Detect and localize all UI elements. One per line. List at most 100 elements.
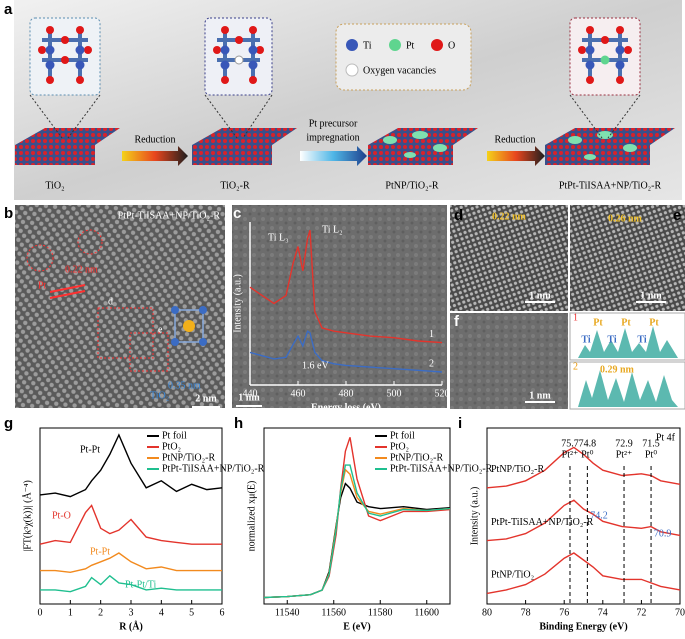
series-line bbox=[249, 330, 443, 373]
arrow-label: Reduction bbox=[134, 134, 175, 145]
sample-label: PtPt-TiISAA+NP/TiO₂-R bbox=[491, 517, 594, 528]
series-line bbox=[486, 446, 681, 489]
unit-cell bbox=[171, 306, 207, 346]
series-line bbox=[263, 468, 451, 599]
x-tick-label: 0 bbox=[38, 607, 43, 618]
annotation: Pt-Pt bbox=[80, 444, 100, 455]
x-tick-label: 2 bbox=[98, 607, 103, 618]
annotation: 0.22 nm bbox=[492, 211, 527, 222]
series-line bbox=[263, 482, 451, 599]
highlights bbox=[26, 229, 169, 372]
x-tick-label: 500 bbox=[387, 388, 402, 399]
haadf-image bbox=[450, 313, 568, 409]
series-line bbox=[263, 464, 451, 599]
plot-frame bbox=[263, 427, 451, 605]
arrows bbox=[122, 146, 545, 166]
panel-letter: g bbox=[4, 415, 13, 432]
shifted-peak-value: 74.2 bbox=[590, 510, 608, 521]
annotation: 0.22 nm bbox=[65, 264, 98, 275]
panel-letter: c bbox=[233, 205, 241, 222]
series-line bbox=[39, 504, 222, 545]
x-tick-label: 11600 bbox=[414, 607, 439, 618]
legend-label: Pt foil bbox=[390, 430, 415, 441]
legend-label: PtPt-TiISAA+NP/TiO₂-R bbox=[390, 463, 493, 474]
legend-label: PtPt-TiISAA+NP/TiO₂-R bbox=[162, 463, 265, 474]
sample-label: TiO₂-R bbox=[220, 180, 250, 191]
slab bbox=[15, 128, 120, 165]
y-axis-label: normalized xμ(E) bbox=[246, 481, 257, 552]
y-axis-label: Intensity (a.u.) bbox=[232, 274, 243, 333]
x-tick-label: 80 bbox=[482, 607, 492, 618]
sample-label: PtNP/TiO₂-R bbox=[491, 464, 544, 475]
x-tick-label: 11560 bbox=[321, 607, 346, 618]
legend-label: PtNP/TiO₂-R bbox=[162, 452, 215, 463]
x-tick-label: 1 bbox=[68, 607, 73, 618]
series-line bbox=[40, 574, 222, 593]
x-tick-label: 78 bbox=[521, 607, 531, 618]
scale-label: 1 nm bbox=[238, 392, 260, 403]
x-tick-label: 70 bbox=[675, 607, 685, 618]
legend-label: Ti bbox=[363, 40, 372, 51]
panel-letter: f bbox=[454, 313, 460, 330]
peak-value: 72.9 bbox=[615, 438, 633, 449]
series-line bbox=[249, 230, 443, 344]
profile-index: 1 bbox=[573, 312, 578, 323]
panel-title: PtPt-TiISAA+NP/TiO₂-R bbox=[118, 210, 221, 221]
eels-background bbox=[232, 205, 447, 408]
legend-a: Ti Pt O Oxygen vacancies bbox=[335, 23, 472, 91]
peak-species: Pt²⁺ bbox=[562, 449, 579, 460]
profile-label: Pt bbox=[621, 317, 631, 328]
legend-label: Oxygen vacancies bbox=[363, 65, 436, 76]
annotation: Pt bbox=[38, 280, 47, 291]
x-tick-label: 4 bbox=[159, 607, 164, 618]
annotation: 0.26 nm bbox=[608, 213, 643, 224]
y-axis-label: |FT(k³χ(k))| (Å⁻⁴) bbox=[21, 480, 33, 552]
annotation: Pt-O bbox=[52, 510, 71, 521]
panel-letter: a bbox=[4, 1, 13, 18]
annotation: Ti L₂ bbox=[322, 224, 343, 235]
plot-frame bbox=[486, 427, 681, 605]
x-tick-label: 6 bbox=[220, 607, 225, 618]
arrow-label: Reduction bbox=[494, 134, 535, 145]
series-line bbox=[486, 499, 681, 542]
x-axis-label: Binding Energy (eV) bbox=[539, 621, 627, 632]
annotation: Pt-Pt bbox=[90, 546, 110, 557]
x-tick-label: 72 bbox=[636, 607, 646, 618]
annotation: 1.6 eV bbox=[302, 360, 329, 371]
sample-label: TiO₂ bbox=[45, 180, 64, 191]
profile-label: Ti bbox=[637, 334, 646, 345]
peak-species: Pt²⁺ bbox=[616, 449, 633, 460]
annotation: Ti L₃ bbox=[268, 232, 289, 243]
x-tick-label: 3 bbox=[129, 607, 134, 618]
chart-title: Pt 4f bbox=[656, 432, 676, 443]
x-axis-label: Energy loss (eV) bbox=[311, 402, 381, 413]
peak-value: 74.8 bbox=[579, 438, 597, 449]
x-tick-label: 11540 bbox=[275, 607, 300, 618]
scale-label: 1 nm bbox=[640, 290, 662, 301]
x-axis-label: R (Å) bbox=[119, 620, 143, 632]
peak-species: Pt⁰ bbox=[645, 449, 657, 460]
zoom-boxes bbox=[29, 17, 641, 96]
scale-label: 2 nm bbox=[195, 393, 217, 404]
annotation: 0.35 nm bbox=[168, 380, 201, 391]
panel-letter: i bbox=[458, 415, 462, 432]
profile-label: Pt bbox=[593, 317, 603, 328]
annotation: Pt-Pt/Ti bbox=[125, 579, 157, 590]
shifted-peak-value: 70.9 bbox=[654, 528, 672, 539]
scale-label: 1 nm bbox=[529, 290, 551, 301]
x-tick-label: 11580 bbox=[368, 607, 393, 618]
profile-index: 2 bbox=[573, 361, 578, 372]
legend-label: PtNP/TiO₂-R bbox=[390, 452, 443, 463]
panel-letter: h bbox=[234, 415, 243, 432]
slab bbox=[368, 128, 478, 165]
hrtem-image bbox=[570, 205, 685, 311]
sample-label: PtPt-TiISAA+NP/TiO₂-R bbox=[559, 180, 662, 191]
x-tick-label: 74 bbox=[598, 607, 608, 618]
intensity-profiles bbox=[569, 312, 685, 410]
panel-letter: d bbox=[454, 207, 463, 224]
profile-label: Ti bbox=[607, 334, 616, 345]
hrtem-image bbox=[450, 205, 568, 311]
slab bbox=[192, 128, 297, 165]
peak-value: 75.7 bbox=[561, 438, 579, 449]
annotation: d bbox=[108, 296, 113, 307]
